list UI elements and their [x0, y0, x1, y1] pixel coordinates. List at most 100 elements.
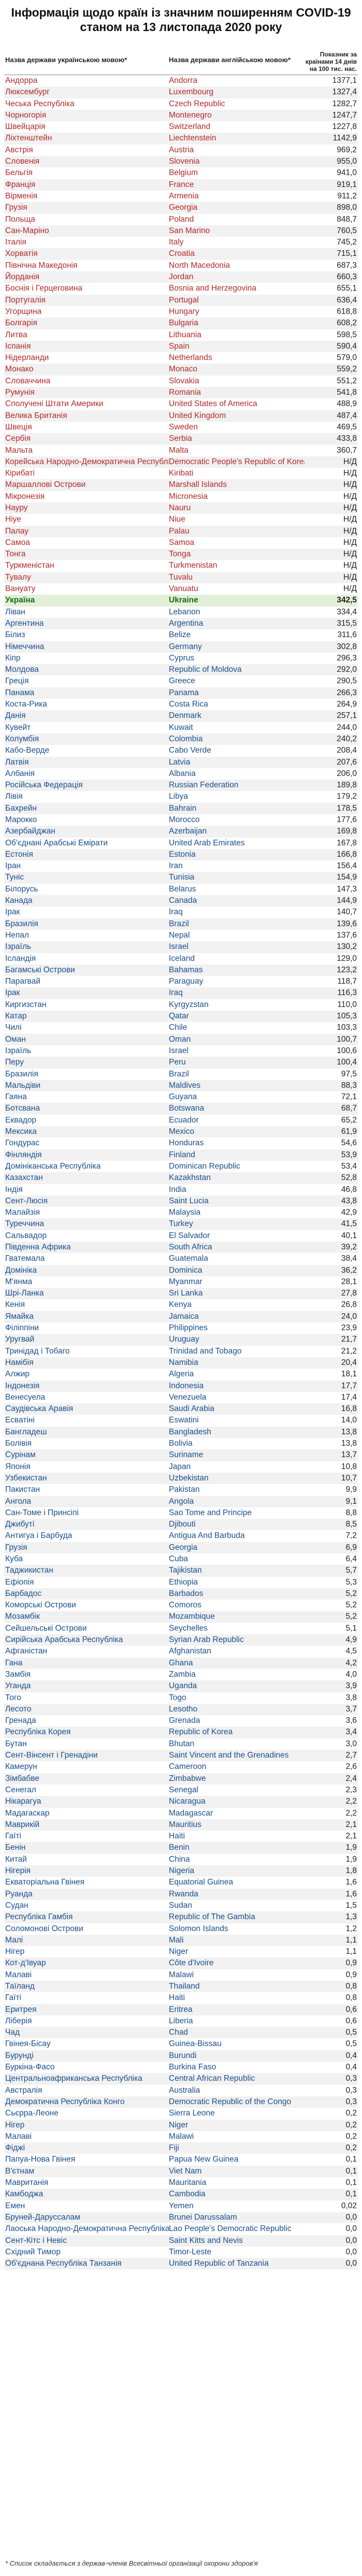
country-name-uk: Бурунді [5, 2051, 34, 2060]
table-row: Емен Yemen 0,02 [4, 2200, 358, 2212]
indicator-value: Н/Д [343, 561, 357, 570]
country-name-en: China [169, 1854, 190, 1864]
country-name-en: India [169, 1185, 186, 1194]
country-name-uk: Мозамбік [5, 1612, 40, 1621]
table-row: Ізраїль Israel 100,6 [4, 1045, 358, 1057]
indicator-value: 118,7 [337, 977, 357, 986]
country-name-en: Luxembourg [169, 88, 214, 97]
table-row: Бразилія Brazil 139,6 [4, 918, 358, 930]
table-row: Сербія Serbia 433,8 [4, 433, 358, 445]
country-name-uk: Литва [5, 330, 27, 339]
indicator-value: 97,5 [341, 1069, 357, 1078]
country-name-uk: Бруней-Даруссалам [5, 2212, 80, 2222]
country-name-en: El Salvador [169, 1231, 210, 1240]
indicator-value: 618,8 [337, 307, 357, 316]
country-name-en: Mauritius [169, 1820, 201, 1829]
indicator-value: 941,0 [337, 168, 357, 178]
indicator-value: 0,5 [345, 2039, 357, 2049]
indicator-value: 23,9 [341, 1323, 357, 1333]
indicator-value: 16,8 [341, 1404, 357, 1414]
country-name-uk: Марокко [5, 815, 37, 824]
indicator-value: 541,8 [337, 388, 357, 397]
country-name-uk: Бразилія [5, 1069, 38, 1078]
table-row: Данія Denmark 257,1 [4, 710, 358, 722]
country-name-uk: Кот-д'Івуар [5, 1959, 46, 1968]
country-name-en: Bahamas [169, 965, 203, 974]
indicator-value: 244,0 [337, 723, 357, 732]
indicator-value: 0,0 [345, 2212, 357, 2222]
table-row: Китай China 1,9 [4, 1854, 358, 1865]
country-name-uk: Чеська Республіка [5, 99, 75, 108]
country-name-en: Lebanon [169, 607, 200, 616]
country-name-en: Ecuador [169, 1115, 199, 1125]
country-name-en: Ukraine [169, 596, 198, 605]
country-name-en: Albania [169, 769, 196, 778]
country-name-uk: Індія [5, 1185, 23, 1194]
indicator-value: 1327,4 [332, 88, 357, 97]
country-name-en: Malawi [169, 1970, 194, 1979]
indicator-value: 342,5 [337, 596, 357, 605]
indicator-value: 206,0 [337, 769, 357, 778]
indicator-value: 156,4 [337, 861, 357, 871]
indicator-value: 52,8 [341, 1173, 357, 1183]
country-name-uk: М'янма [5, 1277, 33, 1286]
table-row: Казахстан Kazakhstan 52,8 [4, 1172, 358, 1184]
country-name-en: Armenia [169, 191, 199, 200]
indicator-value: 290,5 [337, 677, 357, 686]
country-name-en: Malta [169, 445, 189, 455]
country-name-en: Argentina [169, 618, 204, 628]
table-row: Малаві Malawi 0,9 [4, 1969, 358, 1981]
table-row: Угорщина Hungary 618,8 [4, 306, 358, 318]
country-name-uk: Бутан [5, 1739, 27, 1748]
country-name-en: Austria [169, 145, 194, 154]
indicator-value: 598,5 [337, 330, 357, 339]
country-name-en: Haiti [169, 1832, 185, 1841]
country-name-uk: Лівія [5, 792, 23, 801]
indicator-value: 3,8 [345, 1693, 357, 1702]
indicator-value: 0,2 [345, 2109, 357, 2118]
indicator-value: 1,6 [345, 1889, 357, 1898]
country-name-uk: Туркменістан [5, 561, 54, 570]
country-name-uk: Туніс [5, 873, 24, 882]
indicator-value: 1142,9 [332, 134, 357, 143]
indicator-value: 898,0 [337, 203, 357, 212]
country-name-en: Liechtenstein [169, 134, 216, 143]
table-row: Боснія і Герцеговина Bosnia and Herzegovi… [4, 283, 358, 294]
country-name-uk: Боснія і Герцеговина [5, 284, 82, 293]
table-row: Бенін Benin 1,9 [4, 1842, 358, 1854]
table-row: Демократична Республіка Конго Democratic … [4, 2096, 358, 2108]
country-name-en: Republic of Korea [169, 1728, 233, 1737]
table-row: Коморські Острови Comoros 5,2 [4, 1600, 358, 1611]
table-row: Ізраїль Israel 130,2 [4, 941, 358, 953]
header-indicator: Показник за країнами 14 днів на 100 тис.… [305, 51, 357, 73]
country-name-en: Trinidad and Tobago [169, 1346, 242, 1356]
indicator-value: Н/Д [343, 550, 357, 559]
country-name-en: Bahrain [169, 803, 197, 813]
country-name-uk: Кенія [5, 1300, 25, 1309]
indicator-value: 0,2 [345, 2143, 357, 2153]
table-row: Литва Lithuania 598,5 [4, 329, 358, 341]
table-row: Нікарагуа Nicaragua 2,2 [4, 1796, 358, 1808]
country-name-uk: Андорра [5, 76, 38, 85]
country-name-en: Barbados [169, 1589, 204, 1598]
table-row: Кірибаті Kiribati Н/Д [4, 468, 358, 479]
country-name-uk: Антигуа і Барбуда [5, 1531, 73, 1541]
indicator-value: 469,5 [337, 422, 357, 431]
table-row: Пакистан Pakistan 9,9 [4, 1484, 358, 1495]
country-name-uk: Маврикій [5, 1820, 40, 1829]
indicator-value: 266,3 [337, 688, 357, 697]
table-row: Зімбабве Zimbabwe 2,4 [4, 1773, 358, 1785]
indicator-value: 1,5 [345, 1901, 357, 1910]
indicator-value: Н/Д [343, 503, 357, 512]
country-name-en: Venezuela [169, 1392, 207, 1402]
country-name-uk: Словенія [5, 157, 40, 166]
indicator-value: 919,1 [337, 180, 357, 189]
indicator-value: 848,7 [337, 214, 357, 224]
country-name-en: Panama [169, 688, 199, 697]
indicator-value: Н/Д [343, 515, 357, 524]
table-row: Албанія Albania 206,0 [4, 768, 358, 780]
table-row: Домініканська Республіка Dominican Republ… [4, 1161, 358, 1172]
document-title: Інформація щодо країн із значним поширен… [4, 5, 358, 50]
table-row: Замбія Zambia 4,0 [4, 1669, 358, 1680]
indicator-value: 5,2 [345, 1601, 357, 1610]
